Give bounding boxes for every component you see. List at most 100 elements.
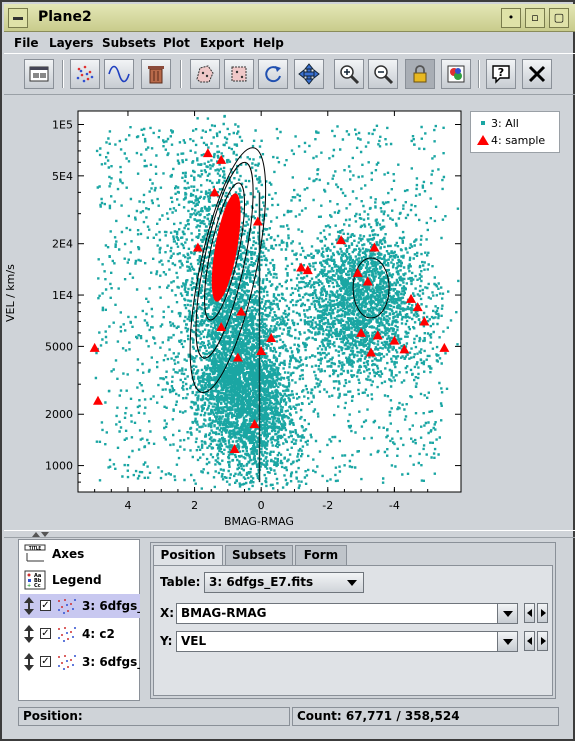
rescale-icon[interactable]: [258, 59, 288, 89]
tab-form[interactable]: Form: [295, 545, 347, 565]
x-tick-label-0: 4: [124, 499, 131, 512]
maximize-icon[interactable]: ▫: [525, 8, 545, 28]
mark-points-icon[interactable]: [70, 59, 100, 89]
layer-visible-checkbox[interactable]: ✓: [40, 628, 51, 639]
sample-point-18: [266, 332, 277, 342]
menu-file[interactable]: File: [14, 36, 39, 50]
drag-handle-icon[interactable]: [24, 597, 34, 615]
y-tick-label-6: 1000: [45, 460, 73, 473]
count-readout: Count: 67,771 / 358,524: [292, 707, 559, 726]
legend-item-sample: 4: sample: [475, 134, 545, 147]
x-tick-label-2: 0: [258, 499, 265, 512]
sample-point-8: [222, 246, 233, 256]
status-bar: Position: Count: 67,771 / 358,524: [4, 705, 575, 727]
layer-visible-checkbox[interactable]: ✓: [40, 600, 51, 611]
y-label: Y:: [160, 634, 173, 648]
lock-icon[interactable]: [405, 59, 435, 89]
y-axis-title: VEL / km/s: [4, 264, 17, 322]
y-next-arrow-icon[interactable]: [537, 631, 548, 651]
layer-item-6dfgs-selected[interactable]: ✓ 3: 6dfgs_: [20, 594, 140, 618]
layer-item-legend[interactable]: Aa Bb + Cc Legend: [20, 568, 140, 592]
menu-layers[interactable]: Layers: [49, 36, 94, 50]
scatter-layer-icon: [58, 627, 76, 642]
layer-item-c2[interactable]: ✓ 4: c2: [20, 622, 140, 646]
plot-panel[interactable]: 4 2 0 -2 -4 1E5 5E4 2E4 1E4 5000 2000 1000 VEL / km…: [4, 97, 575, 529]
chevron-down-icon[interactable]: [497, 632, 517, 651]
x-prev-arrow-icon[interactable]: [524, 603, 535, 623]
sample-point-19: [356, 327, 367, 337]
function-icon[interactable]: [104, 59, 134, 89]
contour-outer: [189, 147, 267, 394]
y-prev-arrow-icon[interactable]: [524, 631, 535, 651]
series-all-points: [94, 114, 460, 491]
sample-point-21: [389, 335, 400, 345]
window-icon[interactable]: [24, 59, 54, 89]
toolbar: ?: [4, 53, 575, 95]
svg-text:TITLE: TITLE: [29, 546, 41, 551]
minimize-icon[interactable]: •: [501, 8, 521, 28]
close-icon[interactable]: [522, 59, 552, 89]
sample-point-14: [412, 302, 423, 312]
layer-visible-checkbox[interactable]: ✓: [40, 656, 51, 667]
y-tick-label-5: 2000: [45, 408, 73, 421]
plot-frame: [77, 110, 462, 493]
restore-icon[interactable]: ▢: [549, 8, 569, 28]
scatter-plot[interactable]: 4 2 0 -2 -4 1E5 5E4 2E4 1E4 5000 2000 1000: [4, 97, 575, 529]
sample-point-12: [362, 276, 373, 286]
table-selector[interactable]: 3: 6dfgs_E7.fits: [204, 572, 364, 593]
sample-point-11: [352, 267, 363, 277]
menu-export[interactable]: Export: [200, 36, 245, 50]
position-tab-body: Table: 3: 6dfgs_E7.fits X: BMAG-RMAG Y: …: [153, 565, 553, 696]
help-icon[interactable]: ?: [486, 59, 516, 89]
sample-point-13: [406, 293, 417, 303]
x-tick-label-3: -2: [322, 499, 333, 512]
x-tick-label-4: -4: [389, 499, 400, 512]
blob-subset-icon[interactable]: [224, 59, 254, 89]
sample-point-17: [216, 321, 227, 331]
zoom-out-icon[interactable]: [368, 59, 398, 89]
splitter-handle[interactable]: [4, 530, 575, 538]
pan-icon[interactable]: [294, 59, 324, 89]
legend-marker-square-icon: [481, 121, 485, 125]
menu-plot[interactable]: Plot: [163, 36, 190, 50]
chevron-down-icon: [347, 580, 357, 586]
drag-handle-icon[interactable]: [24, 625, 34, 643]
layer-item-6dfgs[interactable]: ✓ 3: 6dfgs_: [20, 650, 140, 674]
trash-icon[interactable]: [141, 59, 171, 89]
sample-point-15: [419, 316, 430, 326]
sample-point-7: [192, 242, 203, 252]
tab-position[interactable]: Position: [153, 545, 223, 566]
y-column-selector[interactable]: VEL: [176, 631, 518, 652]
draw-subset-icon[interactable]: [190, 59, 220, 89]
window-title: Plane2: [38, 9, 92, 25]
chevron-down-icon[interactable]: [497, 604, 517, 623]
layer-item-axes[interactable]: TITLE Axes: [20, 542, 140, 566]
x-next-arrow-icon[interactable]: [537, 603, 548, 623]
svg-text:Cc: Cc: [34, 583, 41, 589]
zoom-in-icon[interactable]: [334, 59, 364, 89]
layer-list: TITLE Axes Aa Bb + Cc Legend ✓ 3: 6dfgs_ ✓ …: [18, 539, 140, 701]
sample-point-24: [256, 345, 267, 355]
tab-subsets[interactable]: Subsets: [225, 545, 293, 565]
x-column-selector[interactable]: BMAG-RMAG: [176, 603, 518, 624]
menu-subsets[interactable]: Subsets: [102, 36, 156, 50]
sample-point-20: [372, 330, 383, 340]
color-icon[interactable]: [441, 59, 471, 89]
sample-point-9: [296, 262, 307, 272]
menu-help[interactable]: Help: [253, 36, 284, 50]
sample-point-6: [369, 242, 380, 252]
sample-point-10: [302, 265, 313, 275]
window-menu-icon[interactable]: [8, 8, 28, 28]
contour-mid: [195, 161, 254, 359]
x-axis-title: BMAG-RMAG: [224, 515, 294, 528]
svg-text:?: ?: [498, 66, 504, 79]
drag-handle-icon[interactable]: [24, 653, 34, 671]
title-bar[interactable]: Plane2 • ▫ ▢: [4, 4, 575, 32]
sample-point-16: [236, 306, 247, 316]
svg-text:Aa: Aa: [34, 573, 41, 579]
scatter-layer-icon: [58, 655, 76, 670]
contour-inner: [204, 182, 246, 321]
svg-text:Bb: Bb: [34, 578, 42, 584]
